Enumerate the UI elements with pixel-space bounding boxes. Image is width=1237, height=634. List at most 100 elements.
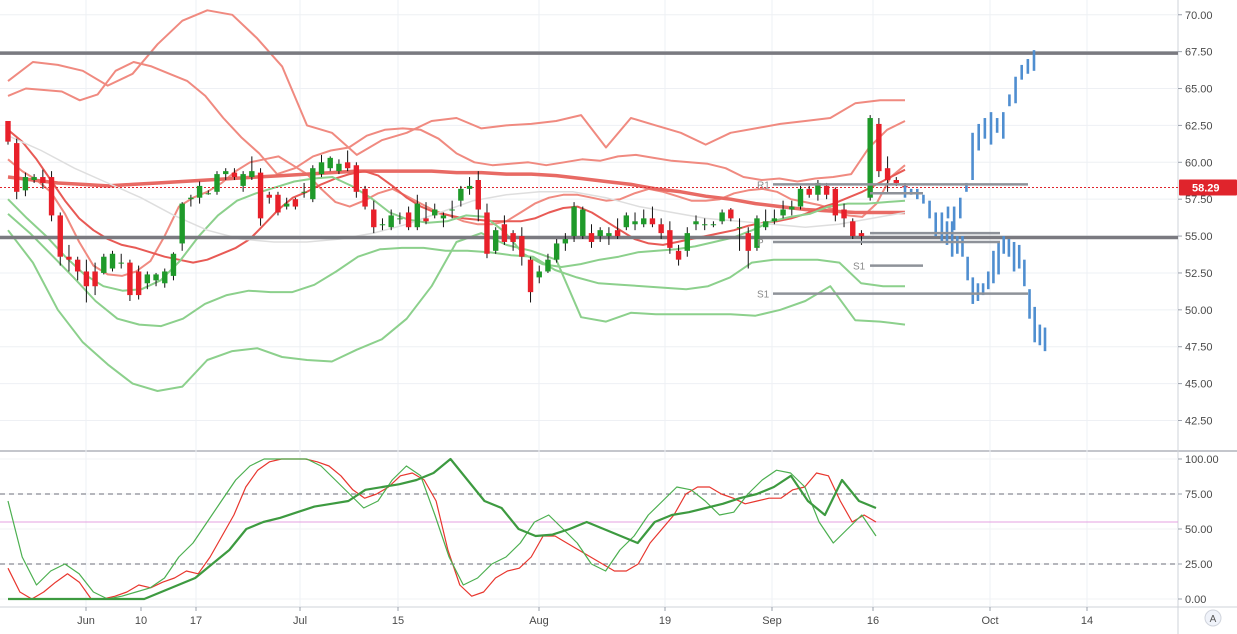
candlesticks xyxy=(5,115,908,303)
band-ma-upper-mid xyxy=(7,61,906,183)
price-tick-label: 70.00 xyxy=(1185,10,1213,22)
pivot-label: S1 xyxy=(853,262,866,273)
oscillator-axis[interactable]: 100.00 75.00 50.00 25.00 0.00 xyxy=(1178,454,1219,606)
candle-body xyxy=(397,218,403,220)
candle-body xyxy=(745,233,751,251)
candle-body xyxy=(484,212,490,254)
pivot-label: R1 xyxy=(757,180,770,191)
candle-body xyxy=(57,215,63,257)
candle-body xyxy=(31,177,37,180)
candle-body xyxy=(458,188,464,201)
candle-body xyxy=(519,236,525,257)
price-axis[interactable]: 70.00 67.50 65.00 62.50 60.00 57.50 55.00 52.50… xyxy=(1178,10,1213,428)
candle-body xyxy=(649,218,656,225)
candle-body xyxy=(736,227,743,229)
candle-body xyxy=(379,224,386,226)
candle-body xyxy=(162,271,168,284)
candle-body xyxy=(405,212,412,228)
price-tick-label: 42.50 xyxy=(1185,415,1213,427)
price-tick-label: 60.00 xyxy=(1185,157,1213,169)
time-tick-label: 14 xyxy=(1081,615,1093,627)
candle-body xyxy=(754,218,760,248)
candle-body xyxy=(606,233,612,237)
candle-body xyxy=(597,230,603,237)
candle-body xyxy=(614,230,621,237)
candle-body xyxy=(797,188,804,207)
price-tick-label: 55.00 xyxy=(1185,231,1213,243)
candle-body xyxy=(571,206,577,237)
candle-body xyxy=(858,233,865,237)
candle-body xyxy=(266,194,272,198)
candle-body xyxy=(658,224,664,234)
pivot-label: P xyxy=(757,238,764,249)
time-tick-label: 17 xyxy=(190,615,202,627)
candle-body xyxy=(205,193,212,195)
pivot-label: S1 xyxy=(757,290,770,301)
candle-body xyxy=(362,188,368,207)
candle-body xyxy=(527,259,534,293)
band-ma-slow xyxy=(7,169,905,215)
candle-body xyxy=(893,180,899,183)
candle-body xyxy=(841,209,847,219)
candle-body xyxy=(310,168,316,200)
candle-body xyxy=(301,191,307,193)
current-price-box xyxy=(1179,179,1237,196)
candle-body xyxy=(22,177,29,191)
candle-body xyxy=(223,171,229,175)
candle-body xyxy=(40,177,46,183)
candle-body xyxy=(196,185,203,198)
price-tick-label: 47.50 xyxy=(1185,342,1213,354)
candle-body xyxy=(153,274,159,281)
candle-body xyxy=(249,171,255,178)
candle-body xyxy=(562,239,569,244)
time-axis[interactable]: Jun 10 17 Jul 15 Aug 19 Sep 16 Oct 14 xyxy=(77,607,1093,627)
price-tick-label: 57.50 xyxy=(1185,194,1213,206)
candle-body xyxy=(440,215,447,219)
candle-body xyxy=(884,168,891,180)
candle-body xyxy=(179,203,185,244)
oscillator-tick-label: 75.00 xyxy=(1185,489,1213,501)
oscillator-tick-label: 0.00 xyxy=(1185,594,1206,606)
time-tick-label: Jul xyxy=(293,615,307,627)
candle-body xyxy=(449,209,455,211)
oscillator-series-line xyxy=(8,457,877,601)
candle-body xyxy=(144,274,151,284)
candle-body xyxy=(5,120,11,142)
candle-body xyxy=(231,172,238,178)
candle-body xyxy=(318,162,325,175)
price-tick-label: 62.50 xyxy=(1185,120,1213,132)
svg-text:A: A xyxy=(1210,614,1217,625)
price-tick-label: 50.00 xyxy=(1185,305,1213,317)
candle-body xyxy=(292,199,299,207)
oscillator-tick-label: 50.00 xyxy=(1185,524,1213,536)
candle-body xyxy=(466,185,473,189)
candle-body xyxy=(667,230,673,248)
auto-scale-button[interactable]: A xyxy=(1204,609,1222,627)
oscillator-grid xyxy=(0,458,1178,600)
candle-body xyxy=(806,188,812,195)
candle-body xyxy=(693,221,699,225)
current-price-label: 58.29 xyxy=(1192,183,1220,195)
candle-body xyxy=(135,271,142,296)
pivot-labels: R1 P S1 S1 xyxy=(757,180,1028,301)
candle-body xyxy=(127,262,133,296)
candle-body xyxy=(14,143,20,192)
candle-body xyxy=(283,203,290,207)
candle-body xyxy=(832,188,839,216)
candle-body xyxy=(475,180,481,210)
candle-body xyxy=(344,162,351,169)
candle-body xyxy=(92,271,98,287)
time-tick-label: Aug xyxy=(529,615,549,627)
price-tick-label: 52.50 xyxy=(1185,268,1213,280)
candle-body xyxy=(580,209,586,237)
candle-body xyxy=(701,224,708,226)
candle-body xyxy=(118,262,124,264)
candle-body xyxy=(823,185,830,195)
candle-body xyxy=(48,177,55,216)
candle-body xyxy=(710,224,717,226)
candle-body xyxy=(83,271,90,287)
candle-body xyxy=(641,218,647,225)
candle-body xyxy=(66,256,72,260)
candle-body xyxy=(867,118,873,198)
